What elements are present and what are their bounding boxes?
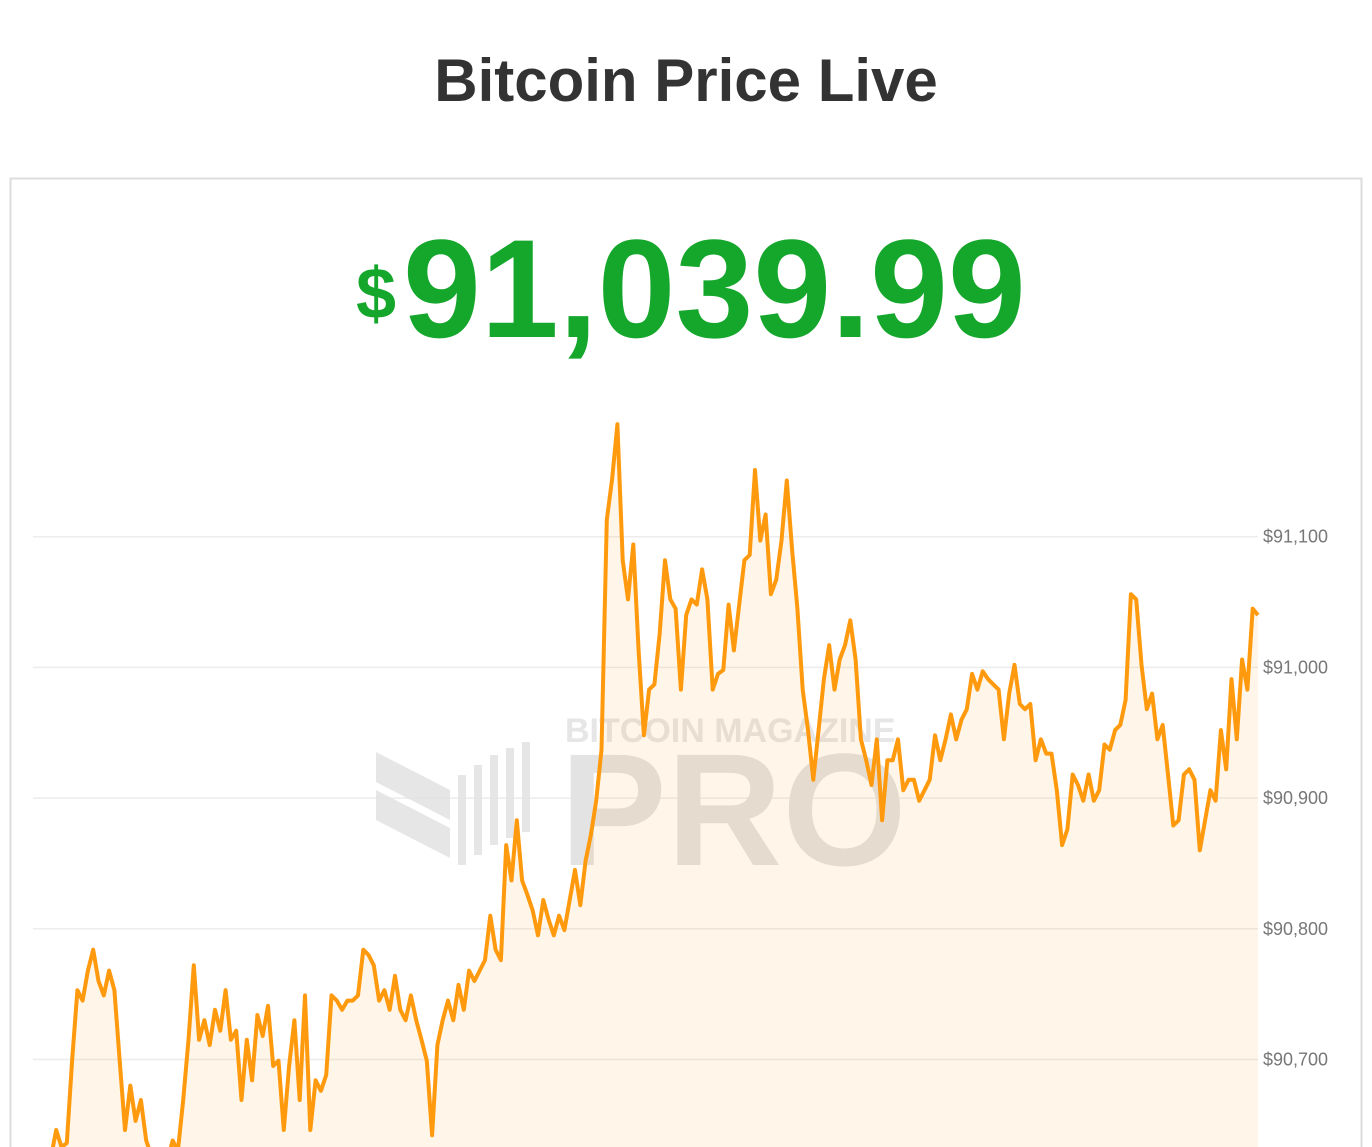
y-tick-label: $91,100: [1263, 527, 1328, 547]
y-tick-label: $90,800: [1263, 919, 1328, 939]
y-tick-label: $90,900: [1263, 788, 1328, 808]
price-area: [35, 424, 1258, 1147]
page-title: Bitcoin Price Live: [434, 47, 938, 114]
watermark-product: PRO: [560, 720, 907, 899]
plot: [35, 422, 1260, 1147]
current-price: 91,039.99: [403, 210, 1026, 367]
watermark-brand: BITCOIN MAGAZINE: [565, 712, 896, 750]
watermark-logo: [376, 742, 530, 865]
price-line: [50, 422, 1260, 1147]
currency-symbol: $: [356, 254, 396, 334]
y-tick-label: $90,700: [1263, 1049, 1328, 1069]
y-tick-label: $91,000: [1263, 657, 1328, 677]
card: [9, 177, 1363, 1147]
